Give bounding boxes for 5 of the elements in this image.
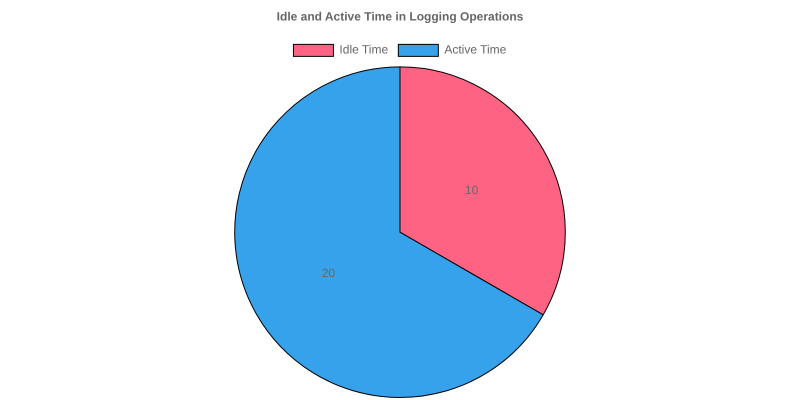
legend-label: Idle Time (339, 42, 388, 57)
legend-label: Active Time (444, 42, 507, 57)
chart-title: Idle and Active Time in Logging Operations (276, 10, 524, 24)
data-label: 20 (322, 266, 336, 280)
data-label: 10 (464, 183, 479, 198)
